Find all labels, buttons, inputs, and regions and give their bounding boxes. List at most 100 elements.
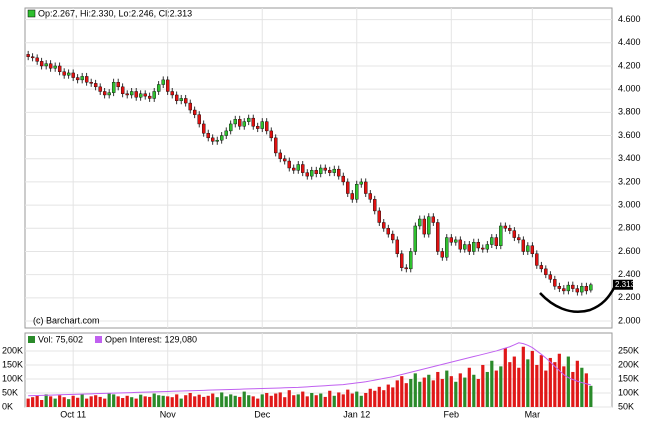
candle-body bbox=[202, 123, 206, 134]
volume-bar bbox=[373, 390, 377, 407]
candle-body bbox=[57, 65, 62, 72]
volume-bar bbox=[179, 398, 183, 407]
y-tick-label: 2.000 bbox=[618, 315, 641, 325]
candle-body bbox=[512, 230, 517, 238]
volume-bar bbox=[265, 392, 269, 407]
candle-body bbox=[485, 244, 490, 250]
candle-body bbox=[463, 244, 467, 250]
last-price-flag bbox=[613, 279, 633, 290]
volume-legend: Vol: 75,602 bbox=[38, 334, 83, 344]
x-tick-label: Oct 11 bbox=[60, 409, 86, 419]
candle-body bbox=[332, 168, 336, 173]
volume-bar bbox=[58, 395, 62, 407]
candle-body bbox=[580, 286, 584, 293]
volume-bar bbox=[269, 395, 273, 407]
candle-body bbox=[386, 228, 390, 235]
y-tick-label: 3.000 bbox=[618, 199, 641, 209]
volume-bar bbox=[346, 389, 350, 407]
candle-body bbox=[220, 135, 224, 141]
volume-bar bbox=[580, 367, 584, 407]
candle-body bbox=[116, 82, 120, 88]
volume-bar bbox=[35, 395, 39, 407]
candle-body bbox=[71, 72, 75, 78]
volume-bar bbox=[301, 391, 305, 407]
y-tick-label: 2.600 bbox=[618, 246, 641, 256]
volume-bar bbox=[476, 378, 480, 407]
volume-bar bbox=[76, 397, 80, 407]
candle-body bbox=[75, 77, 80, 81]
volume-bar bbox=[107, 392, 111, 407]
volume-bar bbox=[103, 398, 107, 407]
candle-body bbox=[301, 164, 305, 173]
volume-bar bbox=[422, 377, 426, 407]
candle-body bbox=[215, 139, 219, 142]
volume-bar bbox=[571, 371, 575, 407]
candle-body bbox=[409, 251, 413, 270]
volume-bar bbox=[440, 378, 444, 407]
candle-body bbox=[165, 79, 170, 92]
candle-body bbox=[346, 181, 350, 194]
candle-body bbox=[535, 253, 539, 266]
y-tick-label: 4.200 bbox=[618, 60, 641, 70]
candle-body bbox=[575, 288, 580, 293]
volume-bar bbox=[134, 398, 138, 407]
candle-body bbox=[170, 91, 174, 96]
volume-bar bbox=[98, 396, 102, 407]
volume-bar bbox=[377, 386, 381, 407]
candle-body bbox=[584, 286, 589, 292]
volume-bar bbox=[472, 374, 476, 407]
candle-body bbox=[368, 193, 372, 200]
candle-body bbox=[373, 199, 377, 212]
volume-bar bbox=[148, 396, 152, 407]
candle-body bbox=[80, 76, 84, 81]
volume-bar bbox=[512, 356, 516, 407]
volume-tick-label: 150K bbox=[2, 359, 23, 369]
volume-bar bbox=[184, 395, 188, 407]
candle-body bbox=[44, 63, 48, 67]
candle-body bbox=[211, 137, 215, 142]
candle-body bbox=[84, 76, 89, 83]
candle-body bbox=[89, 82, 93, 84]
volume-bar bbox=[242, 391, 246, 407]
oi-tick-label: 150K bbox=[618, 373, 639, 383]
volume-bar bbox=[391, 387, 395, 407]
volume-bar bbox=[62, 397, 66, 407]
candle-body bbox=[571, 284, 575, 289]
header-ohlc: Op:2.267, Hi:2.330, Lo:2.246, Cl:2.313 bbox=[38, 8, 192, 18]
oi-legend-icon bbox=[95, 336, 102, 343]
candle-body bbox=[30, 56, 35, 59]
candle-body bbox=[283, 158, 287, 162]
candle-body bbox=[494, 237, 499, 246]
y-tick-label: 3.200 bbox=[618, 176, 641, 186]
volume-bar bbox=[31, 397, 35, 407]
volume-bar bbox=[67, 399, 71, 407]
candle-body bbox=[436, 222, 440, 252]
volume-bar bbox=[319, 393, 323, 407]
candle-body bbox=[102, 91, 107, 96]
candle-body bbox=[233, 119, 237, 125]
candle-body bbox=[292, 167, 296, 171]
candle-body bbox=[305, 172, 309, 177]
candle-body bbox=[337, 168, 341, 177]
volume-bar bbox=[467, 367, 471, 407]
candle-body bbox=[93, 83, 98, 88]
watermark: (c) Barchart.com bbox=[33, 315, 100, 325]
volume-bar bbox=[332, 395, 336, 407]
volume-bar bbox=[463, 377, 467, 407]
candle-body bbox=[364, 181, 368, 194]
volume-bar bbox=[305, 396, 309, 407]
candle-body bbox=[427, 216, 431, 235]
x-tick-label: Dec bbox=[254, 409, 271, 419]
candle-body bbox=[589, 284, 593, 291]
candle-body bbox=[544, 268, 548, 275]
candle-body bbox=[314, 170, 318, 174]
volume-bar bbox=[152, 393, 156, 407]
volume-bar bbox=[202, 396, 206, 407]
open-interest-line bbox=[28, 342, 591, 397]
candle-body bbox=[274, 137, 278, 154]
volume-bar bbox=[364, 392, 368, 407]
volume-bar bbox=[139, 394, 143, 407]
volume-bar bbox=[341, 394, 345, 407]
candle-body bbox=[138, 93, 143, 98]
